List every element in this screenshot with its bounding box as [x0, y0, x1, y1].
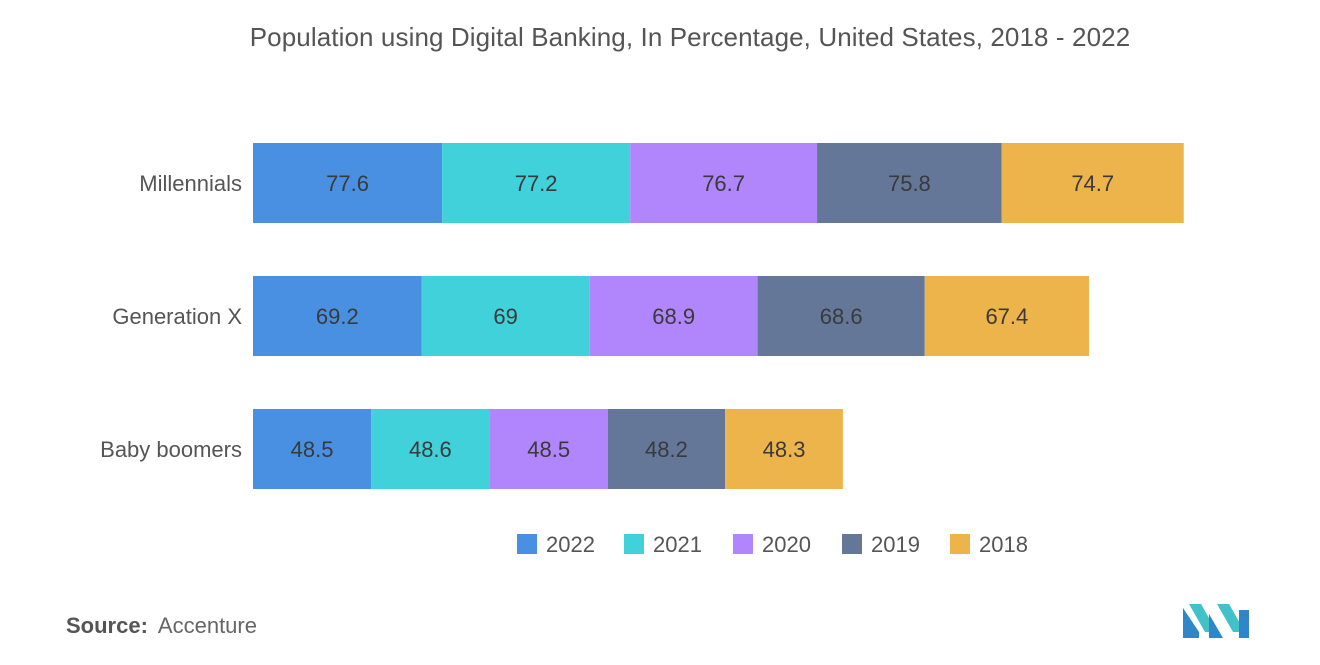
bar-2021-millennials — [442, 143, 631, 223]
data-label: 75.8 — [888, 171, 931, 196]
bar-2019-baby-boomers — [607, 409, 726, 489]
legend-label-2020: 2020 — [762, 532, 811, 557]
category-label: Baby boomers — [100, 437, 242, 462]
source-note: Source: Accenture — [66, 613, 257, 639]
bar-2018-baby-boomers — [725, 409, 843, 489]
bar-2022-millennials — [253, 143, 443, 223]
legend-label-2018: 2018 — [979, 532, 1028, 557]
mordor-logo-icon — [1183, 604, 1249, 638]
category-label: Generation X — [112, 304, 242, 329]
bars-layer: 77.6 77.2 76.7 75.8 74.7 69.2 69 68.9 68.6 67.4 48… — [253, 143, 1184, 489]
bar-2018-millennials — [1001, 143, 1184, 223]
data-label: 67.4 — [985, 304, 1028, 329]
legend-swatch-2021 — [624, 534, 644, 554]
data-label: 48.3 — [763, 437, 806, 462]
bar-2020-generation-x — [589, 276, 758, 356]
data-label: 48.5 — [291, 437, 334, 462]
category-label: Millennials — [139, 171, 242, 196]
data-label: 77.2 — [515, 171, 558, 196]
legend-swatch-2020 — [733, 534, 753, 554]
bar-2019-generation-x — [757, 276, 925, 356]
legend-label-2019: 2019 — [871, 532, 920, 557]
legend-swatch-2022 — [517, 534, 537, 554]
bar-2021-generation-x — [421, 276, 590, 356]
bar-2022-generation-x — [253, 276, 422, 356]
bar-2018-generation-x — [924, 276, 1089, 356]
legend-label-2022: 2022 — [546, 532, 595, 557]
data-label: 77.6 — [326, 171, 369, 196]
bar-2022-baby-boomers — [253, 409, 372, 489]
stacked-bar-chart: 77.6 77.2 76.7 75.8 74.7 69.2 69 68.9 68.6 67.4 48… — [100, 143, 1184, 557]
bar-2019-millennials — [817, 143, 1002, 223]
legend-swatch-2018 — [950, 534, 970, 554]
legend-swatch-2019 — [842, 534, 862, 554]
data-label: 48.2 — [645, 437, 688, 462]
source-label: Source: — [66, 613, 148, 638]
source-value: Accenture — [157, 613, 257, 638]
data-label: 76.7 — [702, 171, 745, 196]
legend-label-2021: 2021 — [653, 532, 702, 557]
bar-2021-baby-boomers — [371, 409, 490, 489]
data-label: 48.6 — [409, 437, 452, 462]
bar-2020-millennials — [630, 143, 818, 223]
data-label: 74.7 — [1071, 171, 1114, 196]
data-label: 68.9 — [652, 304, 695, 329]
data-label: 48.5 — [527, 437, 570, 462]
data-label: 68.6 — [820, 304, 863, 329]
legend: 2022 2021 2020 2019 2018 — [517, 532, 1028, 557]
bar-2020-baby-boomers — [489, 409, 608, 489]
chart-title: Population using Digital Banking, In Per… — [249, 22, 1131, 52]
data-label: 69 — [493, 304, 517, 329]
category-labels: Millennials Generation X Baby boomers — [100, 171, 242, 462]
data-label: 69.2 — [316, 304, 359, 329]
